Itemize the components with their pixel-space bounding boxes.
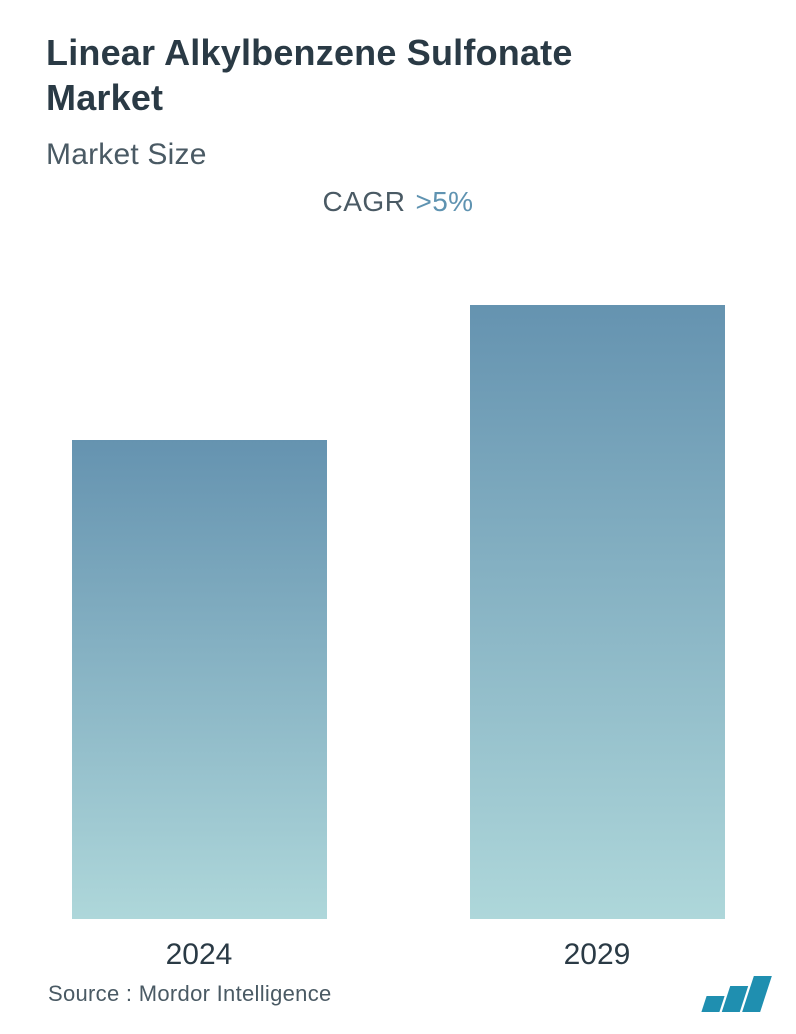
bar-1 (470, 305, 725, 919)
footer: Source : Mordor Intelligence (48, 976, 766, 1012)
bar-slot-1 (398, 260, 796, 919)
bars-container (0, 260, 796, 919)
cagr-label: CAGR (323, 186, 406, 218)
chart-card: Linear Alkylbenzene Sulfonate Market Mar… (0, 0, 796, 1034)
x-label-0: 2024 (0, 938, 398, 972)
x-axis-labels: 2024 2029 (0, 938, 796, 972)
cagr-row: CAGR >5% (0, 186, 796, 218)
chart-title: Linear Alkylbenzene Sulfonate Market (46, 30, 686, 120)
x-label-1: 2029 (398, 938, 796, 972)
chart-subtitle: Market Size (46, 138, 786, 172)
bar-0 (72, 440, 327, 919)
logo-bar-0 (701, 996, 724, 1012)
bar-slot-0 (0, 260, 398, 919)
cagr-value: >5% (415, 186, 473, 218)
logo-bar-2 (742, 976, 772, 1012)
source-text: Source : Mordor Intelligence (48, 981, 332, 1007)
chart-plot-area (0, 260, 796, 919)
brand-logo (704, 976, 766, 1012)
